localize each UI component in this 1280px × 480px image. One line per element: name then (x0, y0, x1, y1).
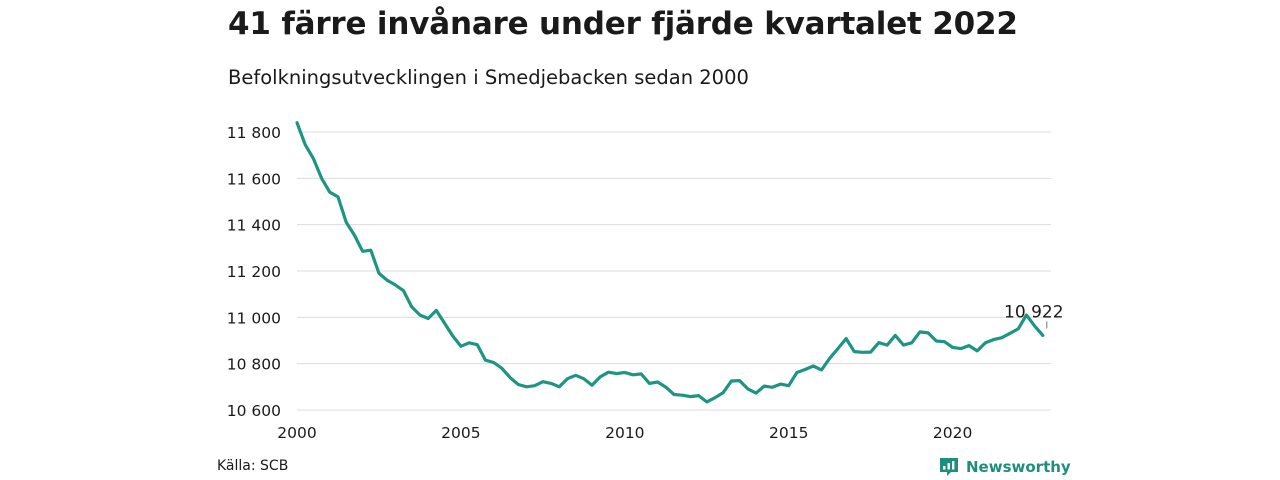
chart-subtitle: Befolkningsutvecklingen i Smedjebacken s… (228, 66, 749, 89)
y-tick-label: 10 600 (227, 402, 281, 420)
y-tick-label: 11 000 (227, 309, 281, 327)
source-note: Källa: SCB (217, 458, 289, 474)
x-tick-label: 2000 (277, 424, 316, 442)
y-tick-label: 11 400 (227, 217, 281, 235)
y-tick-label: 10 800 (227, 356, 281, 374)
population-series-line (295, 121, 1045, 404)
x-tick-label: 2010 (605, 424, 644, 442)
x-tick-label: 2005 (441, 424, 480, 442)
y-tick-label: 11 600 (227, 170, 281, 188)
newsworthy-logo-icon (940, 458, 958, 476)
x-tick-label: 2020 (933, 424, 972, 442)
brand-logo[interactable]: Newsworthy (938, 456, 1071, 478)
last-value-label: 10 922 (1004, 302, 1063, 322)
y-tick-label: 11 800 (227, 124, 281, 142)
y-tick-label: 11 200 (227, 263, 281, 281)
brand-name: Newsworthy (966, 458, 1071, 476)
chart-title: 41 färre invånare under fjärde kvartalet… (228, 6, 1018, 42)
x-tick-label: 2015 (769, 424, 808, 442)
